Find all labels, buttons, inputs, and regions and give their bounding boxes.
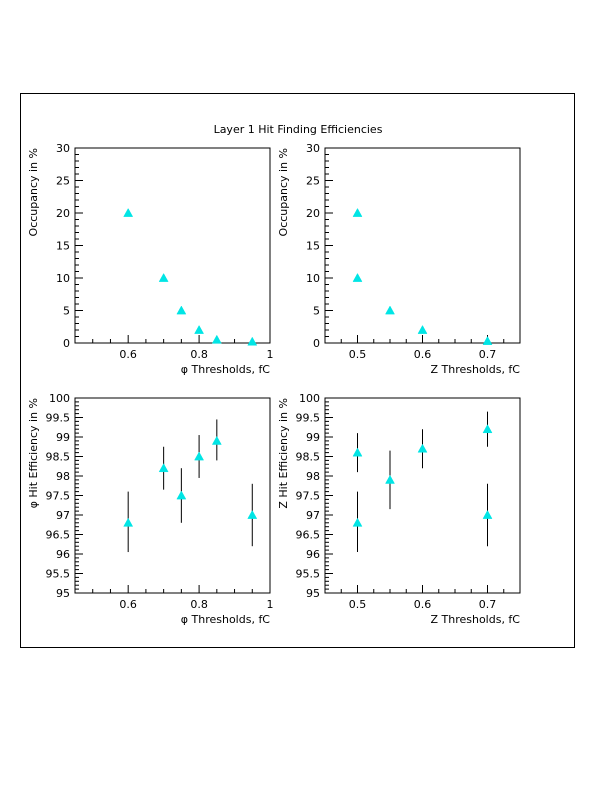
y-tick-label: 20 [56,207,70,220]
figure-frame [20,93,575,648]
data-point [123,517,134,527]
data-point [482,424,493,434]
x-tick-label: 0.6 [414,348,432,361]
y-tick-label: 95.5 [46,568,71,581]
y-tick-label: 99.5 [296,412,321,425]
y-tick-label: 97 [306,509,320,522]
data-point [352,447,363,457]
y-tick-label: 15 [56,240,70,253]
plot-frame [324,397,521,594]
y-tick-label: 98 [306,470,320,483]
y-tick-label: 99 [56,431,70,444]
y-tick-label: 98.5 [296,451,321,464]
data-point [194,324,205,334]
plot-frame [74,147,271,344]
x-tick-label: 0.7 [479,598,497,611]
data-point [247,336,258,346]
data-point [352,517,363,527]
chart-z_occupancy: 0 5 10 15 20 25 30 0.5 0.6 0.7 Z Thresholds, fC Occ… [277,142,521,376]
y-tick-label: 95 [306,587,320,600]
y-tick-label: 99.5 [46,412,71,425]
y-tick-label: 5 [63,305,70,318]
y-tick-label: 10 [56,272,70,285]
x-tick-label: 0.8 [190,348,208,361]
data-point [247,509,258,519]
x-axis-label: Z Thresholds, fC [430,363,520,376]
y-tick-label: 96.5 [296,529,321,542]
data-point [194,451,205,461]
y-tick-label: 98.5 [46,451,71,464]
y-axis-label: Z Hit Efficiency in % [277,398,290,509]
y-tick-label: 25 [56,175,70,188]
figure-title: Layer 1 Hit Finding Efficiencies [214,123,383,136]
data-point [417,443,428,453]
x-tick-label: 1 [267,348,274,361]
data-point [385,305,395,315]
data-point [482,336,493,345]
chart-z_efficiency: 95 95.5 96 96.5 97 97.5 98 98.5 99 99.5 100 0.5 0.6 0… [277,392,521,626]
y-axis-label: Occupancy in % [27,148,40,236]
data-point [352,207,363,217]
x-axis-label: φ Thresholds, fC [181,613,271,626]
data-point [176,305,187,315]
x-tick-label: 0.6 [119,348,137,361]
y-tick-label: 100 [299,392,320,405]
chart-phi_efficiency: 95 95.5 96 96.5 97 97.5 98 98.5 99 99.5 100 0.6 0.8 1… [27,392,274,626]
data-point [158,272,169,282]
y-tick-label: 97.5 [46,490,71,503]
x-tick-label: 0.5 [349,598,367,611]
x-tick-label: 0.6 [414,598,432,611]
y-tick-label: 0 [313,337,320,350]
x-tick-label: 1 [267,598,274,611]
y-tick-label: 97 [56,509,70,522]
data-point [417,324,428,334]
y-tick-label: 96 [306,548,320,561]
y-tick-label: 96 [56,548,70,561]
x-axis-label: Z Thresholds, fC [430,613,520,626]
data-point [123,207,134,217]
x-tick-label: 0.8 [190,598,208,611]
data-point [385,474,395,484]
y-tick-label: 30 [306,142,320,155]
x-tick-label: 0.7 [479,348,497,361]
data-point [158,463,169,473]
y-tick-label: 96.5 [46,529,71,542]
x-tick-label: 0.6 [119,598,137,611]
data-point [176,490,187,500]
plot-frame [324,147,521,344]
data-point [352,272,363,282]
plot-frame [74,397,271,594]
y-tick-label: 30 [56,142,70,155]
y-axis-label: Occupancy in % [277,148,290,236]
y-tick-label: 20 [306,207,320,220]
y-tick-label: 10 [306,272,320,285]
data-point [482,509,493,519]
y-tick-label: 98 [56,470,70,483]
y-tick-label: 25 [306,175,320,188]
y-tick-label: 95.5 [296,568,321,581]
y-tick-label: 100 [49,392,70,405]
y-tick-label: 99 [306,431,320,444]
data-point [211,435,222,445]
y-tick-label: 97.5 [296,490,321,503]
y-tick-label: 95 [56,587,70,600]
y-tick-label: 15 [306,240,320,253]
data-point [211,334,222,344]
y-tick-label: 5 [313,305,320,318]
x-tick-label: 0.5 [349,348,367,361]
chart-phi_occupancy: 0 5 10 15 20 25 30 0.6 0.8 1 φ Thresholds, fC Occup… [27,142,274,376]
x-axis-label: φ Thresholds, fC [181,363,271,376]
y-tick-label: 0 [63,337,70,350]
y-axis-label: φ Hit Efficiency in % [27,398,40,508]
